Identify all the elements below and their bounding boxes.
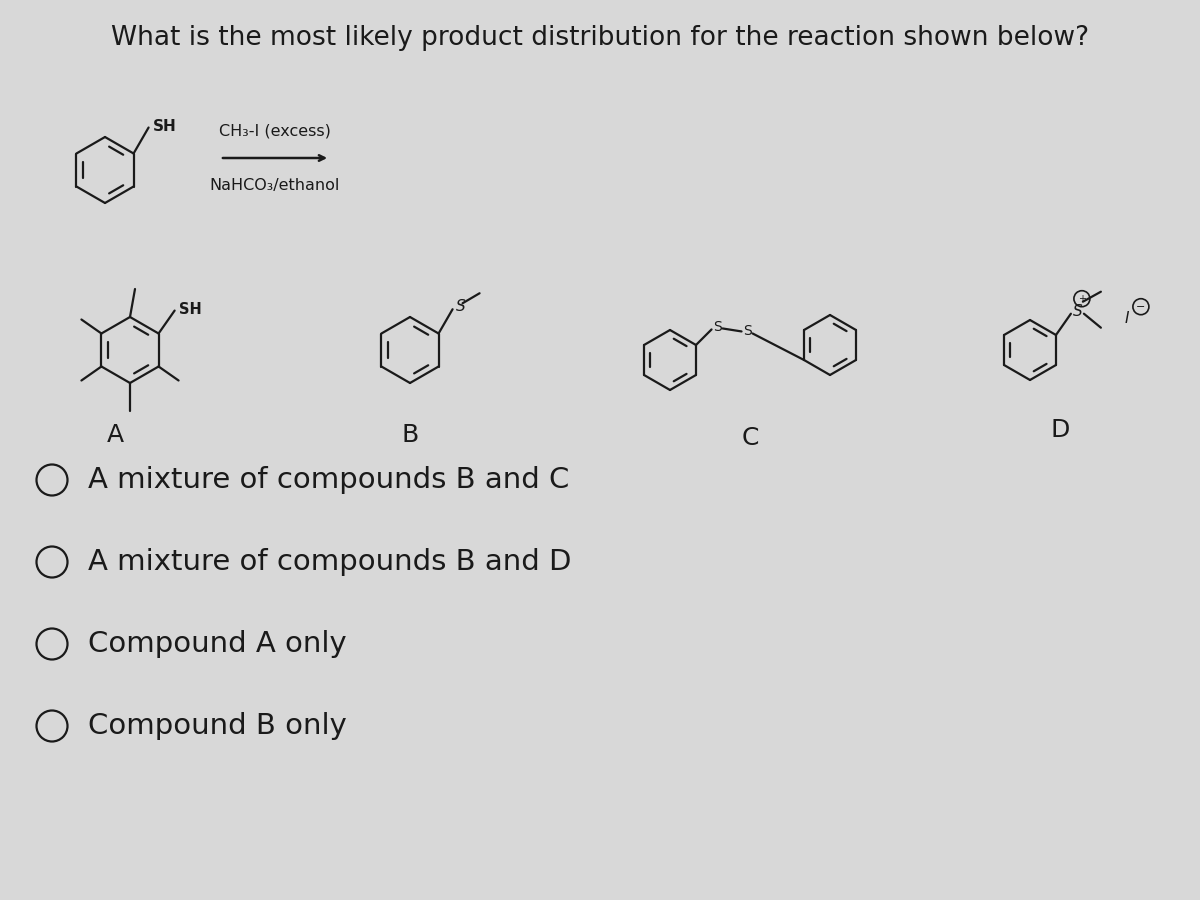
Text: −: − bbox=[1136, 302, 1146, 311]
Text: A mixture of compounds B and D: A mixture of compounds B and D bbox=[88, 548, 571, 576]
Text: S: S bbox=[456, 299, 466, 314]
Text: D: D bbox=[1050, 418, 1069, 442]
Text: CH₃-I (excess): CH₃-I (excess) bbox=[220, 123, 331, 138]
Text: What is the most likely product distribution for the reaction shown below?: What is the most likely product distribu… bbox=[110, 25, 1090, 51]
Text: A: A bbox=[107, 423, 124, 447]
Text: SH: SH bbox=[179, 302, 202, 317]
Text: A mixture of compounds B and C: A mixture of compounds B and C bbox=[88, 466, 569, 494]
Text: S: S bbox=[714, 320, 722, 335]
Text: SH: SH bbox=[152, 119, 176, 134]
Text: +: + bbox=[1078, 293, 1086, 303]
Text: C: C bbox=[742, 426, 758, 450]
Text: S: S bbox=[744, 324, 752, 338]
Text: NaHCO₃/ethanol: NaHCO₃/ethanol bbox=[210, 178, 340, 193]
Text: Compound B only: Compound B only bbox=[88, 712, 347, 740]
Text: S: S bbox=[1073, 304, 1082, 320]
Text: B: B bbox=[401, 423, 419, 447]
Text: I: I bbox=[1124, 311, 1129, 326]
Text: Compound A only: Compound A only bbox=[88, 630, 347, 658]
